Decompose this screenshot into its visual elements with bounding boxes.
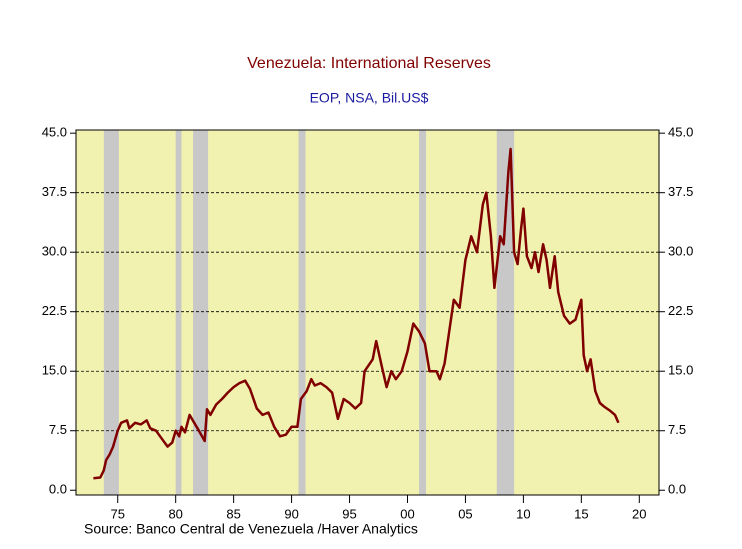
y-tick-label: 15.0 <box>42 363 67 378</box>
x-tick-label: 85 <box>226 506 240 521</box>
x-tick-label: 20 <box>632 506 646 521</box>
x-tick-label: 95 <box>342 506 356 521</box>
y2-tick-label: 15.0 <box>668 363 693 378</box>
y2-tick-label: 22.5 <box>668 303 693 318</box>
y-tick-label: 22.5 <box>42 303 67 318</box>
data-line <box>93 147 620 480</box>
x-tick-label: 75 <box>110 506 124 521</box>
y-tick-label: 7.5 <box>49 422 67 437</box>
y2-tick-label: 45.0 <box>668 125 693 140</box>
x-tick-label: 10 <box>516 506 530 521</box>
recession-band <box>419 130 427 495</box>
x-tick-label: 05 <box>458 506 472 521</box>
y-tick-label: 45.0 <box>42 125 67 140</box>
y-tick-label: 37.5 <box>42 184 67 199</box>
recession-band <box>103 130 119 495</box>
plot-frame <box>75 129 660 496</box>
y2-tick-label: 0.0 <box>668 482 686 497</box>
plot-area <box>76 130 659 495</box>
chart-subtitle: EOP, NSA, Bil.US$ <box>310 90 429 106</box>
x-tick-label: 15 <box>574 506 588 521</box>
chart-title: Venezuela: International Reserves <box>247 55 491 72</box>
x-tick-label: 90 <box>284 506 298 521</box>
y2-tick-label: 7.5 <box>668 422 686 437</box>
recession-band <box>193 130 209 495</box>
y-tick-label: 30.0 <box>42 244 67 259</box>
y2-tick-label: 37.5 <box>668 184 693 199</box>
x-tick-label: 80 <box>168 506 182 521</box>
recession-band <box>175 130 182 495</box>
recession-band <box>496 130 515 495</box>
source-note: Source: Banco Central de Venezuela /Have… <box>84 521 418 537</box>
y-tick-label: 0.0 <box>49 482 67 497</box>
recession-band <box>298 130 306 495</box>
y2-tick-label: 30.0 <box>668 244 693 259</box>
x-tick-label: 00 <box>400 506 414 521</box>
